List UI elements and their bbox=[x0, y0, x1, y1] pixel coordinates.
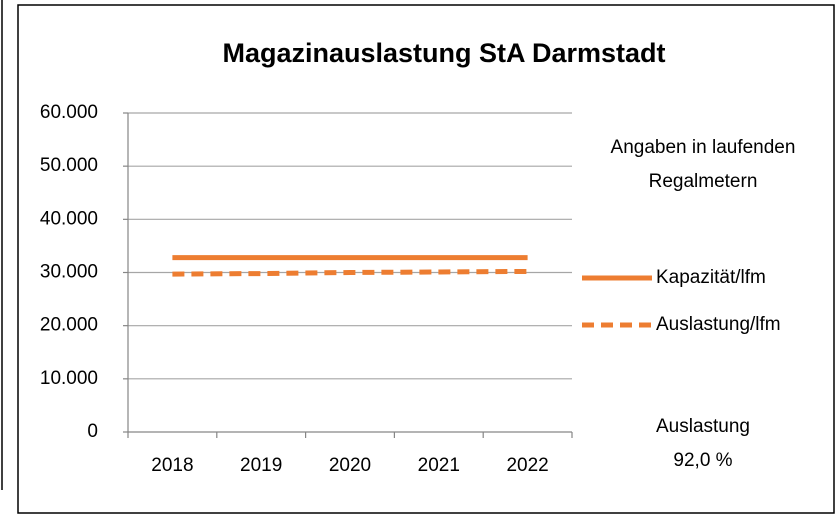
y-tick-label: 20.000 bbox=[40, 315, 98, 336]
chart-title: Magazinauslastung StA Darmstadt bbox=[222, 38, 665, 68]
x-tick-label: 2020 bbox=[329, 455, 371, 476]
annotation: Regalmetern bbox=[649, 171, 758, 192]
y-tick-label: 40.000 bbox=[40, 208, 98, 229]
x-tick-label: 2022 bbox=[506, 455, 548, 476]
annotation: 92,0 % bbox=[673, 450, 732, 471]
y-tick-label: 10.000 bbox=[40, 368, 98, 389]
annotation: Auslastung bbox=[656, 416, 750, 437]
y-tick-label: 50.000 bbox=[40, 155, 98, 176]
x-tick-label: 2021 bbox=[418, 455, 460, 476]
y-tick-label: 30.000 bbox=[40, 262, 98, 283]
y-tick-label: 60.000 bbox=[40, 102, 98, 123]
legend-label: Kapazität/lfm bbox=[656, 267, 766, 288]
legend-label: Auslastung/lfm bbox=[656, 314, 781, 335]
y-tick-label: 0 bbox=[87, 421, 98, 442]
x-tick-label: 2018 bbox=[151, 455, 193, 476]
annotation: Angaben in laufenden bbox=[611, 137, 796, 158]
x-tick-label: 2019 bbox=[240, 455, 282, 476]
series-line bbox=[172, 268, 528, 277]
